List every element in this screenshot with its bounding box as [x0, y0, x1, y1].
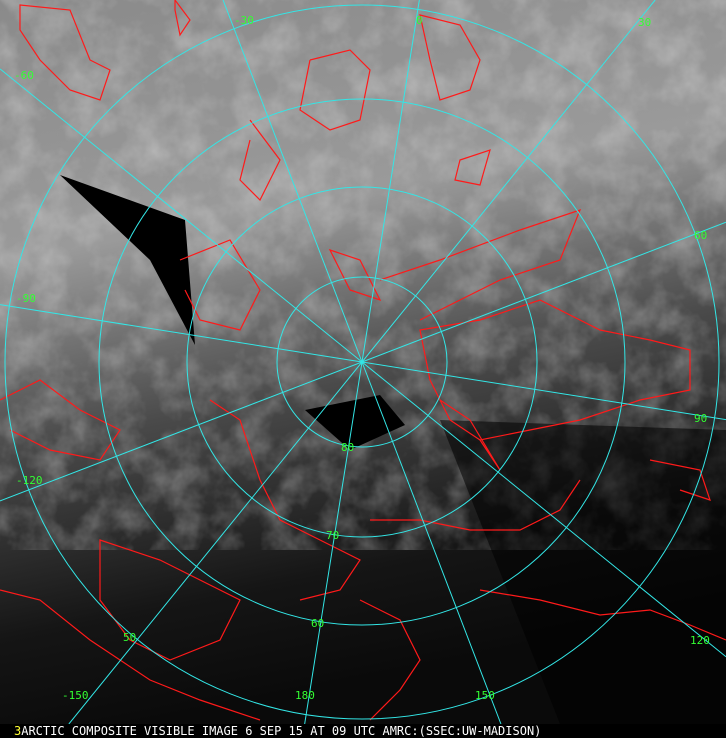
- meridian-line: [361, 0, 656, 363]
- lat-label: 50: [123, 631, 136, 644]
- lon-label: -90: [16, 292, 36, 305]
- meridian-line: [222, 0, 363, 363]
- meridian-line: [361, 361, 502, 724]
- lon-label: 0: [416, 14, 423, 27]
- lon-label: 180: [295, 689, 315, 702]
- lon-label: -120: [16, 474, 43, 487]
- data-gap: [60, 175, 195, 345]
- caption-text: ARCTIC COMPOSITE VISIBLE IMAGE 6 SEP 15 …: [21, 724, 542, 738]
- lon-label: 90: [694, 412, 707, 425]
- grid-labels: -30 0 30 60 90 120 150 180 -150 -120 -90…: [14, 14, 710, 702]
- night-region: [440, 420, 726, 724]
- latitude-circle: [186, 186, 538, 538]
- lon-label: -60: [14, 69, 34, 82]
- latitude-circle: [276, 276, 448, 448]
- lon-label: 120: [690, 634, 710, 647]
- meridian-line: [0, 304, 363, 363]
- latitude-circle: [98, 98, 626, 626]
- meridian-line: [0, 68, 363, 363]
- lon-label: 30: [638, 16, 651, 29]
- image-caption: 3ARCTIC COMPOSITE VISIBLE IMAGE 6 SEP 15…: [0, 724, 726, 738]
- coastlines: [0, 0, 726, 721]
- lat-label: 70: [326, 529, 339, 542]
- meridian-line: [361, 361, 726, 658]
- lat-label: 80: [341, 441, 354, 454]
- meridian-line: [0, 361, 363, 502]
- lon-label: 150: [475, 689, 495, 702]
- lon-label: -30: [234, 14, 254, 27]
- meridian-line: [68, 361, 363, 724]
- lon-label: -150: [62, 689, 89, 702]
- frame-number: 3: [14, 724, 22, 738]
- meridian-line: [361, 0, 420, 363]
- meridian-line: [361, 221, 726, 363]
- lat-label: 60: [311, 617, 324, 630]
- lon-label: 60: [694, 229, 707, 242]
- meridian-line: [304, 361, 363, 724]
- meridian-line: [361, 361, 726, 421]
- latitude-circle: [4, 4, 720, 720]
